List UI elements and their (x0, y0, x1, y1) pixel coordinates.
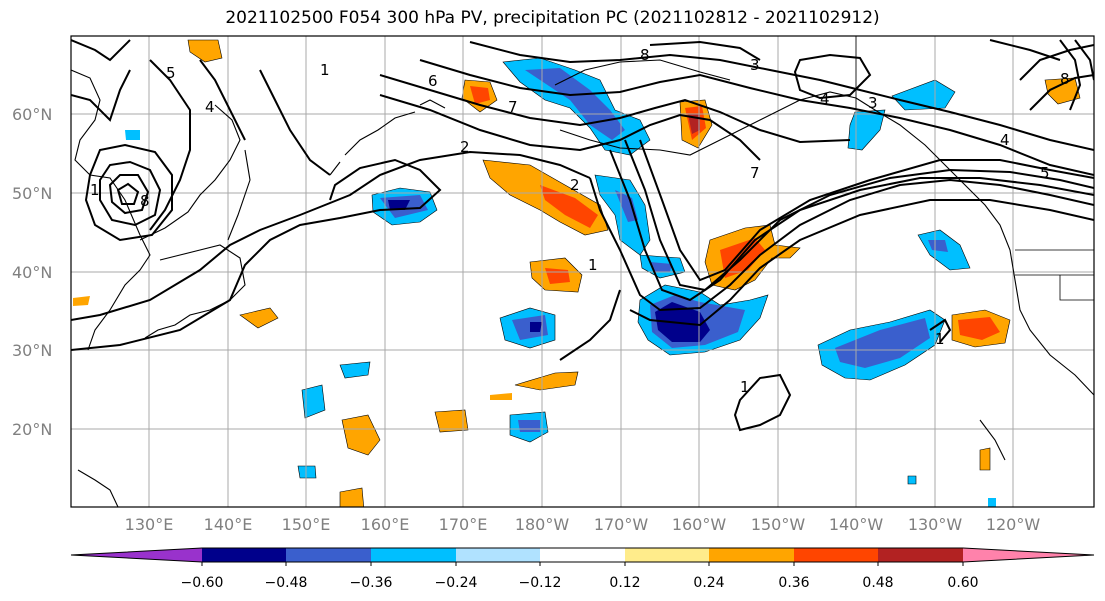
colorbar (70, 547, 1095, 566)
contour-label: 5 (1040, 164, 1050, 182)
contour-label: 6 (428, 72, 438, 90)
lat-labels: 60°N 50°N 40°N 30°N 20°N (12, 105, 52, 439)
colorbar-swatch (202, 548, 286, 562)
colorbar-swatch (286, 548, 371, 562)
colorbar-tick: 0.48 (862, 575, 893, 591)
contour-label: 8 (640, 46, 650, 64)
lon-label: 150°E (282, 515, 331, 534)
lon-label: 170°W (594, 515, 649, 534)
contour-label: 7 (508, 98, 518, 116)
lon-label: 130°E (125, 515, 174, 534)
contour-label: 4 (205, 98, 215, 116)
lon-label: 140°E (204, 515, 253, 534)
map-title: 2021102500 F054 300 hPa PV, precipitatio… (225, 8, 880, 28)
lat-label: 40°N (12, 263, 52, 282)
lon-label: 160°W (672, 515, 727, 534)
lon-label: 180°W (515, 515, 570, 534)
lat-label: 20°N (12, 420, 52, 439)
contour-label: 8 (140, 192, 150, 210)
lon-label: 140°W (829, 515, 884, 534)
contour-label: 5 (166, 64, 176, 82)
coastlines (71, 36, 1094, 507)
lon-label: 170°E (439, 515, 488, 534)
grid-lines (71, 36, 1094, 507)
lat-label: 50°N (12, 184, 52, 203)
contour-label: 2 (570, 176, 580, 194)
contour-label: 1 (320, 61, 330, 79)
colorbar-swatch (709, 548, 794, 562)
colorbar-tick: −0.12 (519, 575, 562, 591)
contour-label: 1 (90, 181, 100, 199)
map-canvas: 1 2 3 4 5 6 7 8 1 1 1 3 5 4 7 2 4 1 8 8 (71, 36, 1094, 507)
contour-label: 3 (868, 94, 878, 112)
lon-label: 120°W (986, 515, 1041, 534)
contour-label: 8 (1060, 70, 1070, 88)
lon-label: 130°W (908, 515, 963, 534)
colorbar-tick: 0.24 (693, 575, 724, 591)
contour-label-group: 1 2 3 4 5 6 7 8 1 1 1 3 5 4 7 2 4 1 8 8 (90, 46, 1070, 396)
colorbar-tick: 0.36 (778, 575, 809, 591)
contour-label: 2 (460, 138, 470, 156)
colorbar-tick: −0.60 (181, 575, 224, 591)
colorbar-tick: −0.48 (265, 575, 308, 591)
colorbar-swatch (794, 548, 878, 562)
lon-labels: 130°E 140°E 150°E 160°E 170°E 180°W 170°… (125, 515, 1041, 534)
contour-label: 7 (750, 164, 760, 182)
map-frame (70, 35, 1095, 508)
contour-label: 1 (740, 378, 750, 396)
contour-label: 1 (588, 256, 598, 274)
contour-label: 4 (820, 90, 830, 108)
colorbar-tick: 0.60 (947, 575, 978, 591)
colorbar-swatch (71, 548, 202, 562)
colorbar-tick: 0.12 (609, 575, 640, 591)
contour-label: 4 (1000, 131, 1010, 149)
colorbar-swatch (371, 548, 456, 562)
lat-label: 60°N (12, 105, 52, 124)
colorbar-tick: −0.36 (350, 575, 393, 591)
colorbar-swatch (625, 548, 709, 562)
pv-contours (71, 39, 1094, 432)
contour-label: 3 (750, 56, 760, 74)
colorbar-ticks: −0.60 −0.48 −0.36 −0.24 −0.12 0.12 0.24 … (181, 575, 979, 591)
colorbar-swatch (456, 548, 540, 562)
colorbar-swatch (878, 548, 963, 562)
colorbar-swatch (963, 548, 1094, 562)
colorbar-swatch (540, 548, 625, 562)
lon-label: 160°E (361, 515, 410, 534)
contour-label: 1 (935, 330, 945, 348)
precip-shading (73, 39, 1081, 507)
lon-label: 150°W (751, 515, 806, 534)
lat-label: 30°N (12, 341, 52, 360)
colorbar-tick: −0.24 (435, 575, 478, 591)
